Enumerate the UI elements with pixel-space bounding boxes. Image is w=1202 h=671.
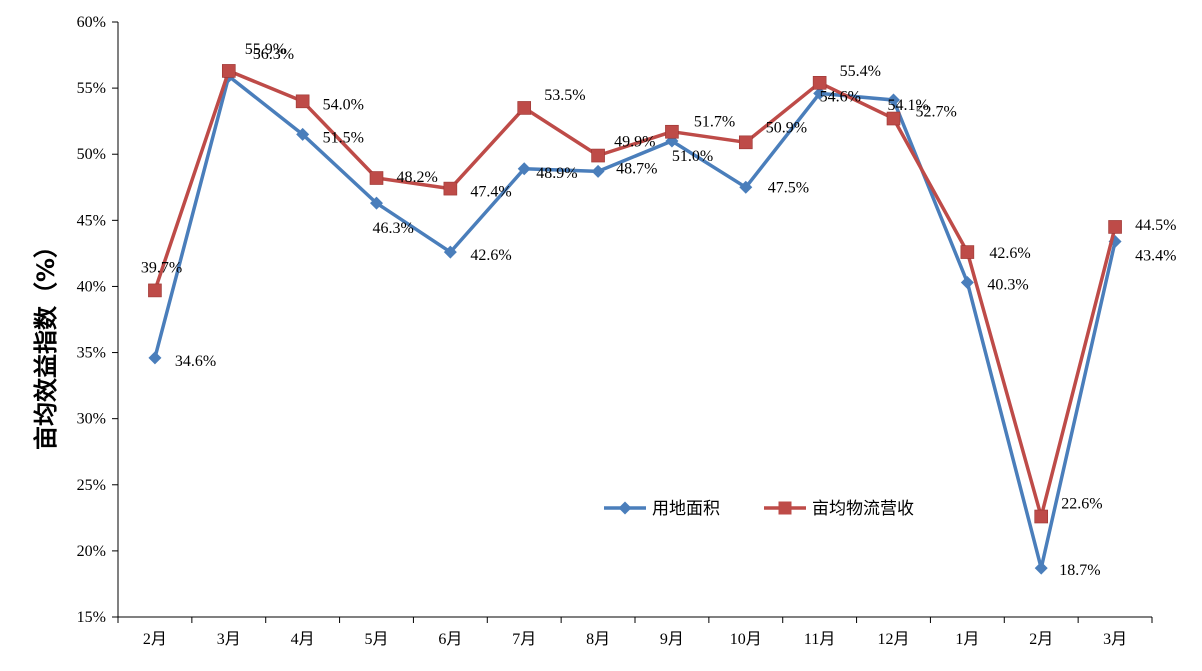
y-tick-label: 30% bbox=[77, 411, 106, 428]
series-2-point bbox=[369, 171, 384, 185]
series-2-point bbox=[443, 181, 458, 196]
data-label: 56.3% bbox=[253, 46, 294, 63]
data-label: 49.9% bbox=[614, 134, 655, 151]
x-tick-label: 8月 bbox=[586, 631, 610, 648]
legend-label-2: 亩均物流营收 bbox=[812, 499, 914, 519]
y-tick-label: 15% bbox=[77, 609, 106, 626]
series-2-point bbox=[1034, 509, 1049, 524]
data-label: 42.6% bbox=[989, 245, 1030, 262]
series-1-point bbox=[739, 180, 753, 194]
y-tick-label: 50% bbox=[77, 146, 106, 163]
series-line-2 bbox=[153, 69, 1117, 519]
series-2-point bbox=[1108, 220, 1122, 234]
legend-marker-1 bbox=[618, 501, 632, 515]
data-label: 46.3% bbox=[373, 220, 414, 237]
x-tick-label: 7月 bbox=[512, 631, 536, 648]
y-tick-label: 55% bbox=[77, 80, 106, 97]
data-label: 50.9% bbox=[766, 119, 807, 136]
data-label: 54.6% bbox=[820, 88, 861, 105]
axes bbox=[112, 21, 1153, 623]
data-label: 54.1% bbox=[888, 97, 929, 114]
x-tick-label: 6月 bbox=[438, 631, 462, 648]
series-2-point bbox=[221, 64, 236, 78]
series-2-point bbox=[886, 111, 901, 126]
data-label: 51.5% bbox=[323, 129, 364, 146]
series-2-point bbox=[148, 283, 162, 298]
series-2-point bbox=[812, 76, 827, 90]
y-axis-title: 亩均效益指数（%） bbox=[32, 234, 60, 450]
legend: 用地面积 亩均物流营收 bbox=[604, 499, 914, 519]
x-tick-label: 10月 bbox=[730, 631, 762, 648]
series-line-1 bbox=[153, 74, 1117, 570]
legend-marker-2 bbox=[778, 501, 792, 515]
series-1-point bbox=[517, 162, 531, 176]
data-label: 44.5% bbox=[1135, 217, 1176, 234]
x-tick-label: 1月 bbox=[955, 631, 979, 648]
data-label: 54.0% bbox=[323, 96, 364, 113]
series-2-point bbox=[295, 94, 310, 109]
y-tick-label: 60% bbox=[77, 14, 106, 31]
data-label: 43.4% bbox=[1135, 247, 1176, 264]
y-tick-label: 20% bbox=[77, 543, 106, 560]
data-label: 55.4% bbox=[840, 63, 881, 80]
series-1-point bbox=[443, 245, 457, 259]
data-label: 34.6% bbox=[175, 353, 216, 370]
x-tick-label: 12月 bbox=[877, 631, 909, 648]
x-tick-label: 4月 bbox=[291, 631, 315, 648]
x-tick-label: 3月 bbox=[217, 631, 241, 648]
series-1-point bbox=[960, 275, 974, 289]
data-label: 47.5% bbox=[768, 179, 809, 196]
series-1-point bbox=[370, 196, 383, 210]
x-tick-label: 2月 bbox=[1029, 631, 1053, 648]
y-tick-label: 40% bbox=[77, 278, 106, 295]
tick-labels: 15% 20% 25% 30% 35% 40% 45% 50% 55% 60% 2月 3月 4月 5月 6月… bbox=[77, 14, 1127, 648]
x-tick-label: 9月 bbox=[660, 631, 684, 648]
series-1-point bbox=[813, 86, 827, 100]
data-label: 51.7% bbox=[694, 114, 735, 131]
y-tick-label: 45% bbox=[77, 212, 106, 229]
y-tick-label: 35% bbox=[77, 345, 106, 362]
legend-label-1: 用地面积 bbox=[652, 499, 720, 519]
series-1-point bbox=[296, 127, 310, 141]
x-tick-label: 5月 bbox=[364, 631, 388, 648]
x-tick-label: 2月 bbox=[143, 631, 167, 648]
series-group bbox=[148, 64, 1122, 575]
series-2-point bbox=[591, 148, 605, 163]
data-label: 39.7% bbox=[141, 259, 182, 276]
data-label: 48.2% bbox=[397, 169, 438, 186]
data-label: 53.5% bbox=[544, 87, 585, 104]
series-2-point bbox=[665, 124, 679, 139]
series-2-point bbox=[517, 101, 532, 115]
x-tick-label: 11月 bbox=[804, 631, 835, 648]
series-1-point bbox=[148, 351, 162, 365]
data-label: 48.7% bbox=[616, 160, 657, 177]
data-label: 55.9% bbox=[245, 41, 286, 58]
series-2-point bbox=[960, 245, 975, 259]
data-label: 42.6% bbox=[470, 247, 511, 264]
series-2-point bbox=[738, 135, 753, 150]
data-label: 48.9% bbox=[536, 165, 577, 182]
data-labels: 34.6% 55.9% 51.5% 46.3% 42.6% 48.9% 48.7% 51.0%… bbox=[141, 41, 1176, 579]
data-label: 51.0% bbox=[672, 148, 713, 165]
data-label: 47.4% bbox=[470, 184, 511, 201]
data-label: 22.6% bbox=[1061, 496, 1102, 513]
y-tick-label: 25% bbox=[77, 477, 106, 494]
data-label: 52.7% bbox=[916, 104, 957, 121]
x-tick-label: 3月 bbox=[1103, 631, 1127, 648]
series-1-point bbox=[1034, 561, 1048, 575]
series-1-point bbox=[887, 93, 900, 107]
data-label: 18.7% bbox=[1059, 562, 1100, 579]
data-label: 40.3% bbox=[987, 276, 1028, 293]
series-1-point bbox=[591, 164, 605, 178]
